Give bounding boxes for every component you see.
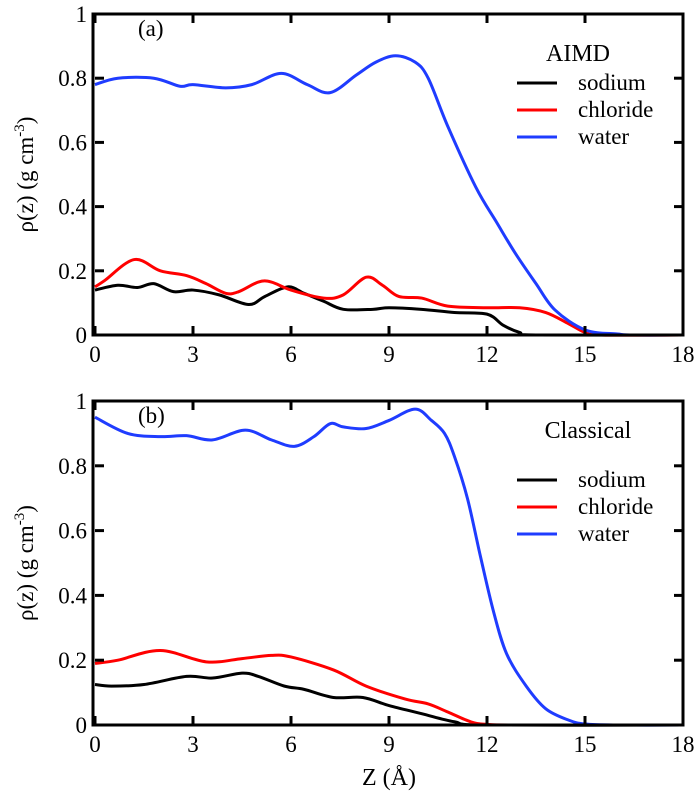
x-tick-label: 15 — [574, 732, 597, 757]
y-tick-label: 0.8 — [58, 66, 87, 91]
panel-label: (b) — [138, 403, 165, 428]
x-tick-label: 3 — [187, 732, 199, 757]
series-line-water — [94, 407, 684, 727]
legend-label-water: water — [578, 521, 629, 546]
legend-label-sodium: sodium — [578, 70, 646, 95]
y-tick-label: 0.6 — [58, 130, 87, 155]
x-tick-label: 9 — [383, 732, 395, 757]
legend-label-chloride: chloride — [578, 97, 653, 122]
series-line-water — [94, 54, 684, 337]
legend-label-sodium: sodium — [578, 467, 646, 492]
x-tick-label: 15 — [574, 342, 597, 367]
y-axis-label: ρ(z) (g cm-3) — [12, 117, 38, 233]
x-tick-label: 18 — [672, 732, 695, 757]
series-line-sodium — [94, 671, 684, 727]
x-tick-label: 12 — [476, 732, 499, 757]
panel-b: 0 3 6 9 12 15 18 0 0.2 0.4 0.6 0.8 1 ρ(z) (g cm-3) Z (… — [12, 389, 695, 791]
y-tick-label: 0.6 — [58, 519, 87, 544]
legend-label-water: water — [578, 124, 629, 149]
x-axis-label: Z (Å) — [362, 765, 416, 791]
legend-label-chloride: chloride — [578, 494, 653, 519]
y-tick-label: 1 — [76, 389, 88, 414]
x-tick-label: 6 — [285, 732, 297, 757]
y-tick-label: 0.2 — [58, 648, 87, 673]
y-tick-label: 0.4 — [58, 583, 87, 608]
y-tick-label: 0.8 — [58, 454, 87, 479]
legend-title: Classical — [545, 418, 632, 444]
x-tick-label: 0 — [89, 732, 101, 757]
series-line-chloride — [94, 648, 684, 727]
y-tick-label: 0.4 — [58, 195, 87, 220]
x-tick-label: 18 — [672, 342, 695, 367]
y-tick-label: 0.2 — [58, 259, 87, 284]
y-tick-label: 0 — [76, 323, 88, 348]
y-tick-label: 1 — [76, 2, 88, 27]
x-tick-label: 6 — [285, 342, 297, 367]
series-line-chloride — [94, 257, 684, 337]
legend-title: AIMD — [546, 41, 610, 67]
x-tick-label: 9 — [383, 342, 395, 367]
x-tick-label: 12 — [476, 342, 499, 367]
x-tick-label: 3 — [187, 342, 199, 367]
y-tick-label: 0 — [76, 713, 88, 738]
y-axis-label: ρ(z) (g cm-3) — [12, 505, 38, 621]
series-line-sodium — [94, 282, 684, 337]
x-tick-label: 0 — [89, 342, 101, 367]
panel-a: 0 3 6 9 12 15 18 0 0.2 0.4 0.6 0.8 1 ρ(z) (g cm-3) (a)… — [12, 2, 695, 367]
panel-label: (a) — [138, 16, 164, 41]
